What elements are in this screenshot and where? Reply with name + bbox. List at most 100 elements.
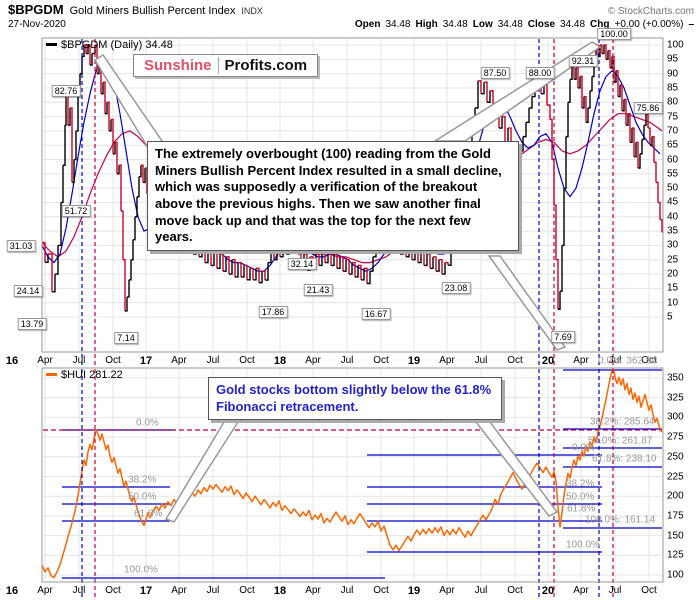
price-step-segment	[235, 262, 239, 278]
price-step-segment	[660, 218, 663, 233]
price-step-segment	[445, 261, 449, 266]
price-flag-label: 87.50	[480, 67, 510, 79]
price-step-segment	[648, 127, 651, 146]
price-step-segment	[42, 241, 46, 263]
bpgdm-legend: $BPGDM (Daily) 34.48	[46, 39, 173, 51]
fibonacci-level-label: 100.0%	[566, 539, 600, 551]
x-axis-tick-label: Apr	[573, 355, 589, 366]
close-value: 34.48	[560, 19, 586, 30]
price-flag-label: 92.31	[568, 55, 598, 67]
bpgdm-legend-text: $BPGDM (Daily) 34.48	[61, 39, 173, 51]
price-step-segment	[439, 259, 443, 275]
price-step-segment	[622, 99, 625, 112]
price-step-segment	[572, 66, 575, 80]
x-axis-tick-label: Apr	[439, 355, 455, 366]
price-step-segment	[262, 270, 266, 281]
price-step-segment	[430, 256, 434, 270]
price-step-segment	[125, 296, 128, 312]
x-axis-tick-label: Apr	[305, 585, 321, 596]
price-step-segment	[74, 130, 77, 161]
y-axis-tick-label: 45	[667, 196, 679, 208]
price-step-segment	[636, 141, 639, 169]
fibonacci-level-label: 50.0%	[128, 491, 157, 503]
low-value: 34.48	[497, 19, 523, 30]
price-step-segment	[131, 239, 134, 261]
index-title: Gold Miners Bullish Percent Index	[69, 5, 236, 17]
price-step-segment	[220, 253, 224, 272]
price-step-segment	[421, 250, 425, 266]
price-step-segment	[618, 85, 621, 98]
price-step-segment	[478, 80, 482, 94]
price-step-segment	[448, 251, 452, 266]
price-flag-label: 75.86	[633, 102, 663, 114]
y-axis-tick-label: 70	[667, 125, 679, 137]
price-step-segment	[55, 245, 59, 275]
logo-part-sunshine: Sunshine	[144, 57, 219, 74]
price-step-segment	[502, 115, 506, 143]
price-step-segment	[340, 256, 344, 272]
x-axis-tick-label: Apr	[37, 355, 53, 366]
price-step-segment	[101, 82, 104, 95]
price-step-segment	[316, 253, 320, 266]
price-step-segment	[45, 253, 49, 264]
x-axis-tick-label: Jul	[340, 355, 354, 366]
hui-price-line	[41, 367, 663, 579]
fibonacci-level-label: 38.2%	[128, 474, 157, 486]
x-axis-tick-label: Apr	[573, 585, 589, 596]
top-annotation-callout: The extremely overbought (100) reading f…	[147, 141, 519, 251]
x-axis-tick-label: Jul	[206, 355, 220, 366]
price-step-segment	[48, 253, 53, 292]
x-axis-tick-label: Jul	[72, 355, 86, 366]
price-flag-label: 24.14	[13, 285, 43, 297]
y-axis-tick-label: 40	[667, 211, 679, 223]
price-step-segment	[205, 248, 209, 264]
y-axis-tick-label: 25	[667, 254, 679, 266]
x-axis-tick-label: 18	[273, 585, 287, 597]
y-axis-tick-label: 90	[667, 68, 679, 80]
price-step-segment	[328, 250, 332, 266]
price-step-segment	[602, 45, 605, 55]
price-step-segment	[554, 204, 557, 260]
x-axis-tick-label: Oct	[373, 355, 389, 366]
price-flag-label: 31.03	[6, 240, 36, 252]
price-step-segment	[117, 165, 120, 175]
price-step-segment	[427, 253, 431, 269]
y-axis-tick-label: 20	[667, 268, 679, 280]
price-step-segment	[256, 267, 260, 283]
price-step-segment	[610, 56, 613, 69]
y-axis-tick-label: 250	[667, 451, 684, 463]
y-axis-tick-label: 50	[667, 182, 679, 194]
x-axis-tick-label: Apr	[439, 585, 455, 596]
price-step-segment	[550, 118, 553, 160]
price-step-segment	[217, 253, 221, 270]
fibonacci-level-label: 38.2%: 285.64	[590, 416, 655, 428]
price-step-segment	[652, 135, 655, 163]
exchange-label: INDX	[241, 6, 263, 16]
price-step-segment	[133, 216, 136, 241]
fibonacci-level-label: 61.8%	[567, 503, 596, 515]
y-axis-tick-label: 55	[667, 168, 679, 180]
sunshineprofits-logo: Sunshine Profits.com	[133, 54, 319, 77]
x-axis-tick-label: 19	[407, 585, 421, 597]
price-step-segment	[580, 75, 583, 108]
ma-fast-line	[41, 55, 661, 272]
y-axis-tick-label: 125	[667, 549, 684, 561]
price-step-segment	[560, 245, 563, 292]
price-step-segment	[568, 79, 571, 103]
price-step-segment	[638, 153, 641, 169]
x-axis-tick-label: Oct	[507, 355, 523, 366]
price-step-segment	[113, 142, 116, 155]
price-step-segment	[564, 136, 567, 189]
ticker-symbol: $BPGDM	[8, 2, 64, 17]
price-flag-label: 23.08	[441, 282, 471, 294]
price-step-segment	[337, 256, 341, 270]
panel-border	[41, 367, 664, 583]
x-axis-tick-label: Apr	[171, 585, 187, 596]
chg-label: Chg	[590, 19, 610, 30]
x-axis-tick-label: Apr	[37, 585, 53, 596]
logo-part-profits: Profits.com	[224, 57, 308, 74]
price-step-segment	[346, 259, 350, 275]
price-flag-label: 32.14	[287, 258, 317, 270]
x-axis-tick-label: Jul	[72, 585, 86, 596]
price-step-segment	[520, 136, 524, 152]
